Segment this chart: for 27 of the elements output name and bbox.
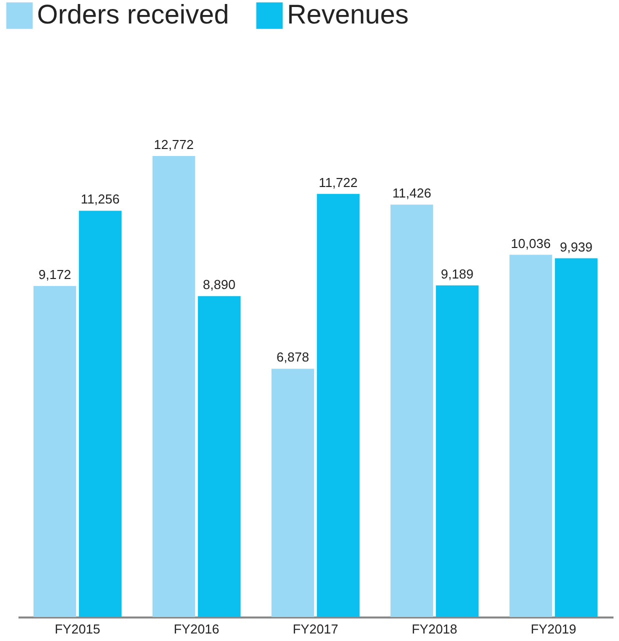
data-label: 9,189 bbox=[440, 266, 474, 282]
data-label: 6,878 bbox=[276, 350, 310, 365]
data-label: 11,256 bbox=[80, 192, 120, 207]
data-label: 9,939 bbox=[560, 239, 592, 254]
data-label: 11,722 bbox=[318, 174, 358, 190]
bar bbox=[509, 254, 552, 617]
bar bbox=[554, 258, 598, 617]
bar bbox=[78, 210, 122, 617]
data-label: 11,426 bbox=[392, 186, 432, 201]
bar bbox=[271, 368, 314, 617]
data-label: 12,772 bbox=[154, 137, 194, 152]
x-tick-label: FY2017 bbox=[292, 622, 338, 636]
x-tick-label: FY2016 bbox=[174, 622, 220, 636]
x-tick-label: FY2015 bbox=[54, 622, 100, 636]
x-tick-label: FY2018 bbox=[412, 622, 458, 636]
data-label: 9,172 bbox=[38, 266, 72, 282]
bar bbox=[316, 194, 360, 617]
bar bbox=[33, 286, 76, 617]
data-label: 8,890 bbox=[202, 277, 236, 292]
bar bbox=[436, 285, 479, 617]
bar bbox=[152, 156, 196, 617]
bar bbox=[390, 204, 434, 617]
data-label: 10,036 bbox=[510, 236, 551, 251]
legend-label: Revenues bbox=[287, 0, 409, 30]
bar bbox=[198, 296, 241, 617]
legend-label: Orders received bbox=[37, 0, 230, 30]
x-tick-label: FY2019 bbox=[530, 622, 576, 636]
